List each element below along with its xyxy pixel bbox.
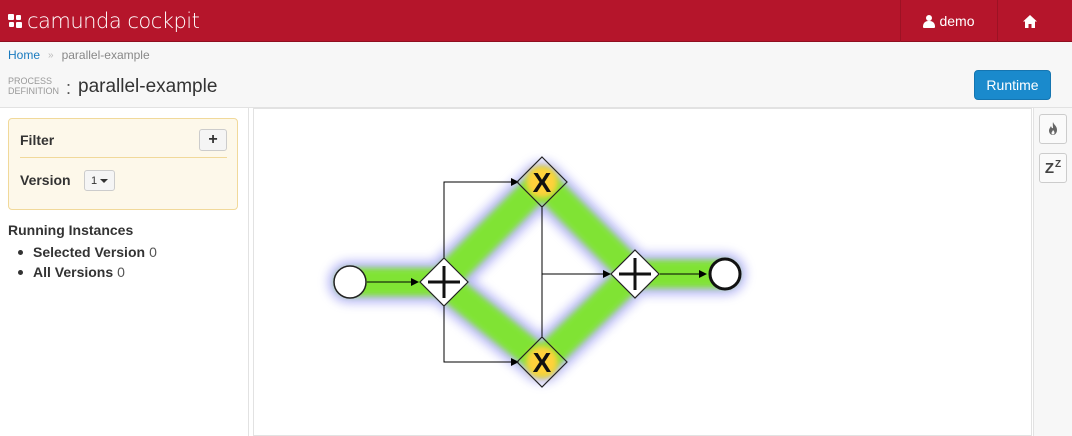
- home-button[interactable]: [999, 0, 1061, 42]
- brand[interactable]: camunda cockpit: [8, 7, 200, 35]
- version-select[interactable]: 1: [84, 170, 115, 191]
- sleep-icon-z: Z: [1044, 160, 1055, 177]
- end-event[interactable]: [708, 257, 742, 291]
- breadcrumb: Home » parallel-example: [8, 48, 150, 62]
- all-versions-label: All Versions: [33, 264, 114, 280]
- label-line-1: PROCESS: [8, 76, 53, 86]
- process-diagram[interactable]: X X: [253, 108, 1032, 436]
- title-colon: :: [66, 78, 72, 98]
- selected-version-count: 0: [149, 244, 157, 260]
- parallel-gateway-join[interactable]: [610, 249, 660, 299]
- breadcrumb-home-link[interactable]: Home: [8, 48, 41, 62]
- add-filter-button[interactable]: +: [199, 129, 227, 151]
- user-menu[interactable]: demo: [900, 0, 998, 42]
- label-line-2: DEFINITION: [8, 86, 59, 96]
- running-instances-list: Selected Version 0 All Versions 0: [18, 242, 157, 282]
- brand-name: camunda cockpit: [27, 9, 200, 33]
- sleep-icon: ZZ: [1045, 159, 1061, 177]
- plus-icon: +: [208, 131, 218, 148]
- page-title: parallel-example: [78, 76, 218, 97]
- all-versions-count: 0: [117, 264, 125, 280]
- sleep-icon-z-sup: Z: [1055, 159, 1062, 170]
- diagram-toolbar: ZZ: [1033, 108, 1072, 436]
- breadcrumb-current: parallel-example: [61, 48, 150, 62]
- filter-divider: [20, 157, 227, 158]
- runtime-button[interactable]: Runtime: [974, 70, 1051, 100]
- filter-title: Filter: [20, 132, 55, 148]
- selected-version-label: Selected Version: [33, 244, 146, 260]
- gateway-x-label: X: [533, 167, 552, 198]
- user-icon: [923, 14, 936, 28]
- exclusive-gateway-bottom[interactable]: X: [516, 336, 568, 388]
- sleep-toggle-button[interactable]: ZZ: [1039, 153, 1067, 183]
- camunda-logo-icon: [8, 13, 23, 29]
- home-icon: [1023, 14, 1037, 28]
- sidebar: « Filter + Version 1 Running Instances S…: [0, 108, 249, 436]
- flame-icon: [1049, 122, 1057, 135]
- process-definition-label: PROCESS DEFINITION: [8, 76, 59, 96]
- caret-down-icon: [100, 178, 109, 183]
- breadcrumb-separator: »: [48, 49, 54, 61]
- user-name: demo: [939, 13, 975, 29]
- top-navbar: camunda cockpit demo: [0, 0, 1072, 42]
- start-event[interactable]: [333, 265, 367, 299]
- list-item: Selected Version 0: [18, 242, 157, 262]
- exclusive-gateway-top[interactable]: X: [516, 156, 568, 208]
- page-header: Home » parallel-example PROCESS DEFINITI…: [0, 42, 1072, 108]
- sequence-flows: [367, 178, 707, 366]
- running-instances-title: Running Instances: [8, 222, 134, 238]
- gateway-x-label: X: [533, 347, 552, 378]
- filter-panel: Filter + Version 1: [8, 118, 238, 210]
- parallel-gateway-split[interactable]: [419, 257, 469, 307]
- list-item: All Versions 0: [18, 262, 157, 282]
- version-value: 1: [90, 174, 98, 187]
- heatmap-toggle-button[interactable]: [1039, 114, 1067, 144]
- version-label: Version: [20, 172, 71, 188]
